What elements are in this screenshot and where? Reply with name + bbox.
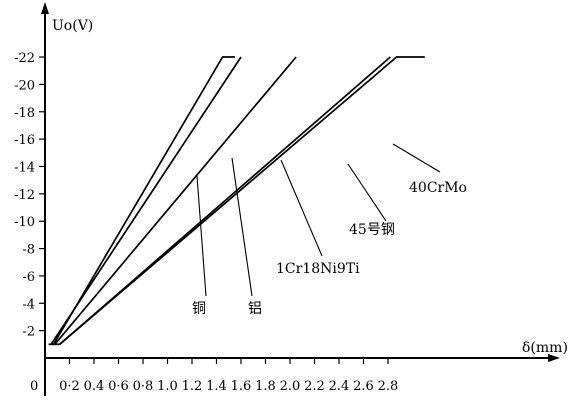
y-tick-label: -18 — [14, 106, 35, 121]
x-tick-label: 0.4 — [84, 379, 105, 394]
x-tick-label: 0·2 — [59, 379, 80, 394]
x-tick-label: 1.4 — [206, 379, 227, 394]
x-tick-label: 1.0 — [157, 379, 178, 394]
y-axis-arrow — [41, 2, 49, 14]
x-tick-label: 2.8 — [378, 379, 399, 394]
annotation-40crmo: 40CrMo — [409, 180, 467, 196]
annotation-leader — [280, 159, 323, 257]
x-axis-label: δ(mm) — [522, 340, 568, 356]
series-line — [54, 56, 297, 345]
x-tick-label: 2.4 — [329, 379, 350, 394]
annotation-leader — [392, 143, 441, 173]
annotation-45-steel: 45号钢 — [349, 222, 395, 238]
y-tick-label: -2 — [22, 325, 35, 340]
annotation-leader — [347, 163, 387, 222]
annotation-aluminum: 铝 — [248, 301, 262, 317]
annotation-copper: 铜 — [192, 301, 206, 317]
y-tick-label: -12 — [14, 188, 35, 203]
y-ticks: -2 -4 -6 -8 -10 -12 -14 -16 -18 -20 -22 — [14, 51, 45, 340]
x-tick-label: 1.2 — [182, 379, 203, 394]
axes — [41, 2, 560, 396]
x-ticks: 0 0·2 0.4 0·6 0·8 1.0 1.2 1.4 1.6 1.8 2.0 2.2 2.4 2.6… — [30, 358, 398, 394]
series-line — [52, 56, 235, 345]
series-line — [59, 56, 425, 345]
y-tick-label: -16 — [14, 133, 35, 148]
x-tick-label: 0·6 — [108, 379, 129, 394]
x-axis-arrow — [548, 354, 560, 362]
annotation-leader — [196, 175, 207, 297]
y-tick-label: -20 — [14, 78, 35, 93]
annotation-leaders — [196, 143, 441, 297]
x-tick-label: 1.6 — [231, 379, 252, 394]
x-tick-label: 0 — [30, 379, 38, 394]
series-line — [50, 56, 242, 345]
y-tick-label: -8 — [22, 243, 35, 258]
y-tick-label: -4 — [22, 297, 35, 312]
y-axis-label: Uo(V) — [52, 18, 93, 34]
series-lines — [48, 56, 425, 346]
x-tick-label: 2.2 — [304, 379, 325, 394]
y-tick-label: -10 — [14, 215, 35, 230]
y-tick-label: -22 — [14, 51, 35, 66]
x-tick-label: 2.6 — [353, 379, 374, 394]
x-tick-label: 1.8 — [255, 379, 276, 394]
annotation-leader — [231, 157, 253, 297]
x-tick-label: 2.0 — [280, 379, 301, 394]
x-tick-label: 0·8 — [133, 379, 154, 394]
y-tick-label: -6 — [22, 270, 35, 285]
y-tick-label: -14 — [14, 160, 35, 175]
annotation-stainless: 1Cr18Ni9Ti — [276, 261, 360, 277]
